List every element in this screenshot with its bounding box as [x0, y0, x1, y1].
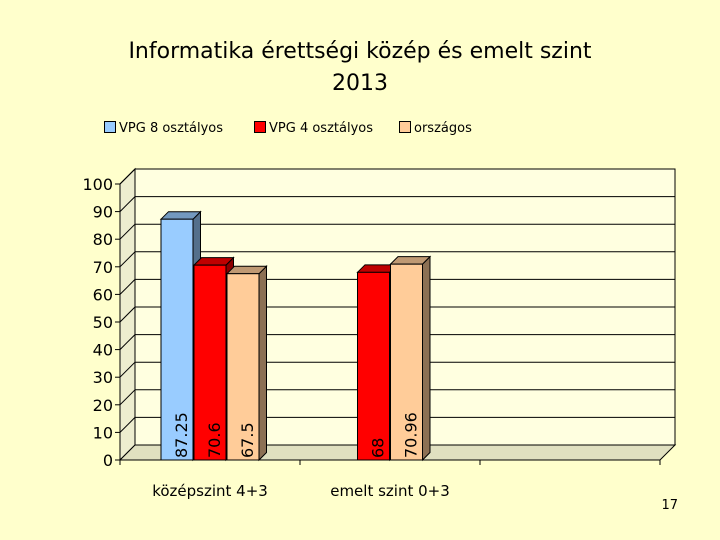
legend-label-vpg4: VPG 4 osztályos	[269, 121, 373, 136]
y-tick-label: 0	[103, 451, 113, 470]
legend-item-vpg8: VPG 8 osztályos	[104, 121, 223, 136]
title-line-1: Informatika érettségi közép és emelt szi…	[128, 39, 592, 64]
gridline-side	[119, 334, 136, 350]
legend-label-vpg8: VPG 8 osztályos	[119, 121, 223, 136]
gridline-side	[119, 196, 136, 212]
bar-top	[225, 265, 268, 275]
data-label: 68	[369, 438, 388, 458]
title-line-2: 2013	[332, 71, 388, 96]
y-tick-label: 100	[82, 175, 113, 194]
bar-2-0: 67.5	[225, 264, 268, 462]
data-label: 70.6	[205, 422, 224, 458]
legend-swatch-vpg4	[254, 121, 266, 133]
bar-side	[422, 255, 431, 462]
y-tick-label: 90	[93, 203, 113, 222]
y-tick-label: 30	[93, 368, 113, 387]
bar-front	[357, 271, 390, 461]
gridline-side	[119, 306, 136, 323]
legend-item-vpg4: VPG 4 osztályos	[254, 121, 373, 136]
legend-item-orszagos: országos	[399, 121, 472, 136]
gridline-side	[119, 361, 136, 378]
bar-front	[160, 218, 194, 461]
gridline-side	[119, 168, 136, 185]
bar-top	[389, 256, 432, 265]
data-label: 87.25	[172, 412, 191, 458]
y-tick-label: 50	[93, 313, 113, 332]
y-tick-label: 70	[93, 258, 113, 277]
bar-front	[226, 273, 260, 461]
y-tick-label: 20	[93, 396, 113, 415]
bar-front	[390, 263, 423, 461]
x-tick-label: emelt szint 0+3	[330, 482, 450, 500]
y-tick-label: 10	[93, 423, 113, 442]
bar-side	[258, 264, 267, 462]
gridline-side	[119, 279, 136, 295]
bar-top	[159, 211, 202, 220]
legend-swatch-orszagos	[399, 121, 411, 133]
bar-top	[192, 257, 235, 266]
legend-swatch-vpg8	[104, 121, 116, 133]
gridline-side	[119, 417, 136, 433]
bar-0-0: 87.25	[159, 210, 202, 462]
data-label: 67.5	[238, 422, 257, 458]
y-tick-label: 40	[93, 341, 113, 360]
gridline-side	[119, 389, 136, 406]
chart-title: Informatika érettségi közép és emelt szi…	[60, 36, 660, 100]
y-tick-label: 60	[93, 285, 113, 304]
bar-2-1: 70.96	[389, 255, 432, 462]
data-label: 70.96	[402, 412, 421, 458]
x-tick-label: középszint 4+3	[152, 482, 268, 500]
legend-label-orszagos: országos	[414, 121, 472, 136]
gridline-side	[119, 223, 136, 240]
y-tick-label: 80	[93, 230, 113, 249]
page-number: 17	[661, 498, 678, 513]
bar-front	[193, 264, 227, 461]
gridline-side	[119, 251, 136, 268]
